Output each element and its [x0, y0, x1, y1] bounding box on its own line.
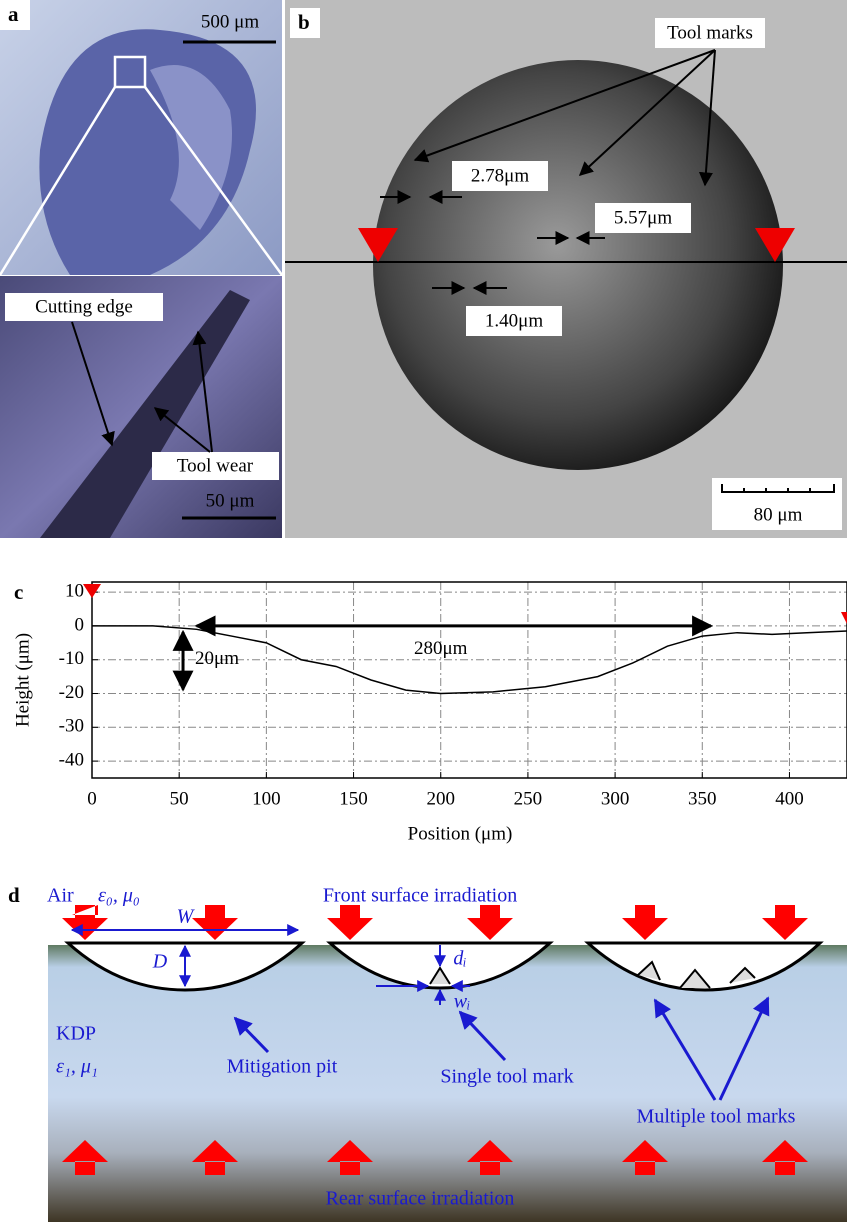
y-tick-label: -40: [59, 749, 84, 770]
dimension-label: W: [177, 906, 196, 928]
width-label: 1.40μm: [485, 310, 543, 331]
annotation: Tool marks: [667, 22, 753, 43]
dimension-label: D: [152, 951, 168, 973]
y-tick-label: 0: [75, 614, 85, 635]
x-tick-label: 250: [514, 788, 543, 809]
scale-text: 80 μm: [754, 504, 803, 525]
x-tick-label: 350: [688, 788, 717, 809]
y-tick-label: -20: [59, 682, 84, 703]
irradiation-label: Rear surface irradiation: [326, 1188, 515, 1210]
width-label: 5.57μm: [614, 207, 672, 228]
scale-text: 500 μm: [201, 11, 259, 32]
panel-b: b Tool marks 2.78μm 5.57μm 1.40μm 80 μm: [285, 0, 847, 538]
panel-a: a 500 μm Cutting edge Tool wear 50 μm: [0, 0, 282, 538]
panel-label: c: [14, 580, 23, 604]
irradiation-label: Front surface irradiation: [323, 885, 517, 907]
annotation: Single tool mark: [440, 1066, 573, 1088]
x-axis-label: Position (μm): [408, 823, 513, 844]
medium-label: Air: [47, 885, 74, 907]
width-label: 2.78μm: [471, 165, 529, 186]
arrow: [62, 905, 108, 940]
marker: [841, 612, 847, 624]
medium-params: ε₁, μ₁: [56, 1056, 98, 1078]
arrow: [762, 905, 808, 940]
figure: a 500 μm Cutting edge Tool wear 50 μm b …: [0, 0, 847, 1222]
x-tick-label: 150: [339, 788, 368, 809]
x-tick-label: 0: [87, 788, 97, 809]
annotation: Tool wear: [177, 455, 254, 476]
annotation: 280μm: [414, 638, 468, 659]
dimension-label: wᵢ: [454, 991, 471, 1013]
annotation: Multiple tool marks: [637, 1106, 796, 1128]
pit-image: [373, 60, 783, 470]
dimension-label: dᵢ: [453, 948, 466, 970]
annotation: 20μm: [195, 648, 239, 669]
x-tick-label: 100: [252, 788, 281, 809]
arrow: [192, 905, 238, 940]
y-tick-label: 10: [65, 580, 84, 601]
front-arrows: [62, 905, 808, 940]
panel-label: d: [8, 883, 20, 907]
annotation: Mitigation pit: [227, 1056, 338, 1078]
x-tick-label: 400: [775, 788, 804, 809]
y-tick-label: -30: [59, 716, 84, 737]
x-tick-label: 200: [426, 788, 455, 809]
arrow: [327, 905, 373, 940]
medium-label: KDP: [56, 1023, 96, 1045]
x-tick-label: 300: [601, 788, 630, 809]
arrow: [622, 905, 668, 940]
scale-text: 50 μm: [206, 490, 255, 511]
marker: [83, 584, 101, 598]
y-axis-label: Height (μm): [12, 633, 33, 727]
panel-label: a: [8, 2, 19, 26]
x-tick-label: 50: [170, 788, 189, 809]
arrow: [467, 905, 513, 940]
panel-label: b: [298, 10, 310, 34]
plot-frame: [92, 582, 847, 778]
medium-params: ε₀, μ₀: [98, 885, 140, 907]
annotation: Cutting edge: [35, 296, 133, 317]
y-tick-label: -10: [59, 648, 84, 669]
panel-d: d Air ε₀, μ₀ Front surface irradiation W…: [8, 883, 847, 1222]
